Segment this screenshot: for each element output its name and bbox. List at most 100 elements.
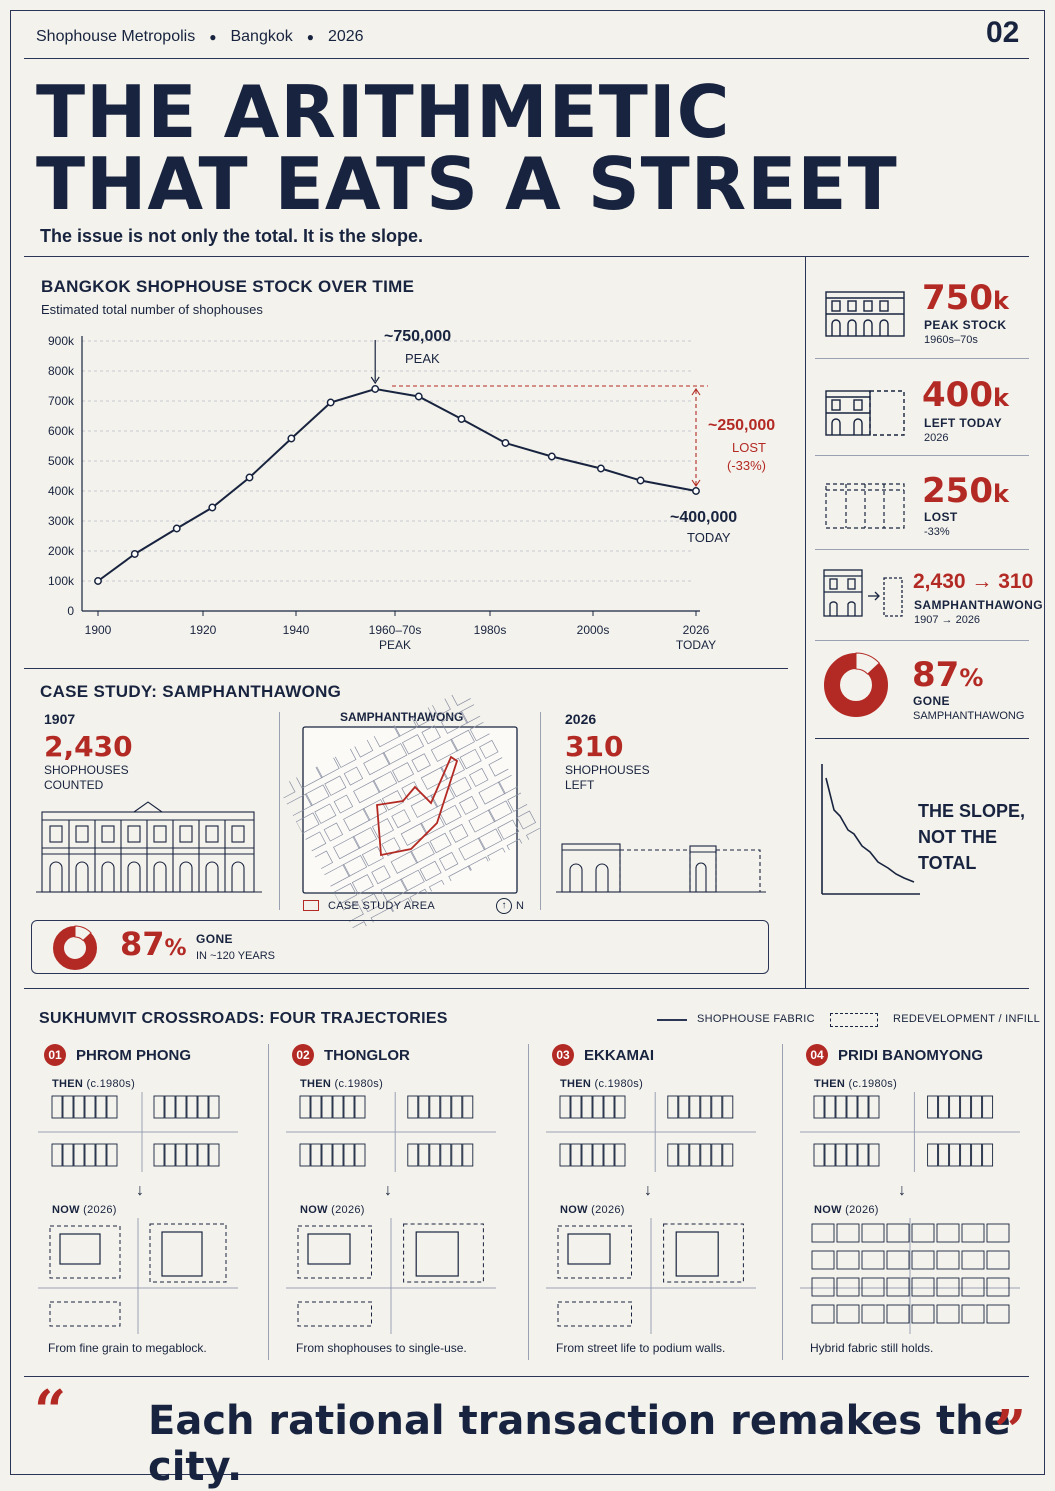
before-after-icon [823,569,903,617]
street-lines [546,1218,756,1334]
shophouse-unit [559,1095,571,1119]
shophouse-unit [936,1304,960,1324]
shophouse-unit [592,1095,604,1119]
title-line-1: THE ARITHMETIC [36,70,731,154]
lost-value-label: ~250,000 [708,417,776,434]
shophouse-unit [310,1095,322,1119]
shophouse-unit [418,1095,430,1119]
gone-summary-box [31,920,769,974]
map-block [516,810,537,830]
legend-dashed-label: REDEVELOPMENT / INFILL [893,1013,1040,1025]
shophouse-unit [836,1277,860,1297]
case-gone-value: 87% [120,925,187,963]
then-year: (c.1980s) [848,1078,898,1090]
gone-donut-icon [824,652,888,717]
down-arrow-icon: ↓ [136,1182,144,1199]
shophouse-unit [62,1143,74,1167]
trajectory-name: PRIDI BANOMYONG [838,1046,984,1064]
redevelopment-block [403,1223,484,1283]
shophouse-unit [861,1223,885,1243]
today-value-label: ~400,000 [670,509,738,526]
shophouse-unit [164,1143,176,1167]
map-title: SAMPHANTHAWONG [340,710,464,724]
stat-gone-sub: SAMPHANTHAWONG [913,710,1025,722]
y-tick-label: 900k [48,334,75,348]
shophouse-unit [407,1143,419,1167]
facade-window [101,825,115,843]
shophouse-unit [938,1143,950,1167]
shophouse-unit [462,1143,474,1167]
peak-value-label: ~750,000 [384,328,452,345]
shophouse-unit [153,1143,165,1167]
tower-block [415,1231,459,1277]
now-year: (2026) [591,1204,625,1216]
shophouse-unit [868,1143,880,1167]
now-plan-drawing [800,1218,1020,1334]
map-block [448,823,469,843]
shophouse-unit [936,1223,960,1243]
stat-divider [815,738,1029,739]
shophouse-unit [886,1223,910,1243]
data-point [245,473,254,482]
title-line-2: THAT EATS A STREET [36,142,898,226]
shophouse-unit [581,1095,593,1119]
lost-arrowhead-up [691,388,701,396]
open-quote-mark: “ [34,1378,67,1444]
shophouse-unit [811,1304,835,1324]
map-block [323,822,344,842]
trajectory-name: PHROM PHONG [76,1046,192,1064]
shophouse-unit [857,1095,869,1119]
map-frame [302,726,518,894]
chart-subtitle: Estimated total number of shophouses [41,302,263,317]
y-tick-label: 800k [48,364,75,378]
shophouse-unit [614,1095,626,1119]
street-lines [38,1218,238,1334]
facade-window [75,825,89,843]
shophouse-unit [836,1223,860,1243]
shophouse-unit [700,1095,712,1119]
facade-door [49,861,63,892]
shophouse-unit [986,1304,1010,1324]
case-divider [279,712,280,910]
map-block [333,835,361,860]
donut-remaining-arc [855,652,881,675]
then-year: (c.1980s) [86,1078,136,1090]
case-study-title: CASE STUDY: SAMPHANTHAWONG [40,682,342,701]
today-label: TODAY [687,530,731,545]
shophouse-unit [938,1095,950,1119]
close-quote-mark: ” [994,1398,1027,1464]
section-divider [24,256,1029,257]
facade-door [179,861,193,892]
facade-window [179,825,193,843]
shophouse-unit [911,1250,935,1270]
down-arrow-icon: ↓ [898,1182,906,1199]
map-block [324,775,347,796]
gone-donut-icon [53,925,97,970]
shophouse-unit [861,1304,885,1324]
trajectory-divider [528,1044,529,1360]
shophouse-unit [722,1095,734,1119]
case-gone-label: GONE [196,932,233,946]
shophouse-unit [164,1095,176,1119]
data-point [596,464,605,473]
case-then-year: 1907 [44,711,76,727]
shophouse-unit [95,1143,107,1167]
map-block [458,837,486,861]
map-block [438,851,459,871]
map-block [450,729,475,752]
map-block [382,743,408,765]
shophouse-facade-icon [825,291,905,337]
shophouse-unit [570,1095,582,1119]
shophouse-unit [208,1143,220,1167]
map-block [361,893,381,913]
case-then-label: SHOPHOUSES [44,763,129,777]
slope-text-line: NOT THE [918,827,997,847]
top-meta: Shophouse Metropolis ● Bangkok ● 2026 [36,28,364,46]
shophouse-unit [949,1143,961,1167]
map-block [400,869,425,892]
shophouse-unit [418,1143,430,1167]
stat-peak-sub: 1960s–70s [924,334,978,346]
data-point [287,434,296,443]
then-word: THEN [52,1078,84,1090]
map-block [459,748,482,770]
